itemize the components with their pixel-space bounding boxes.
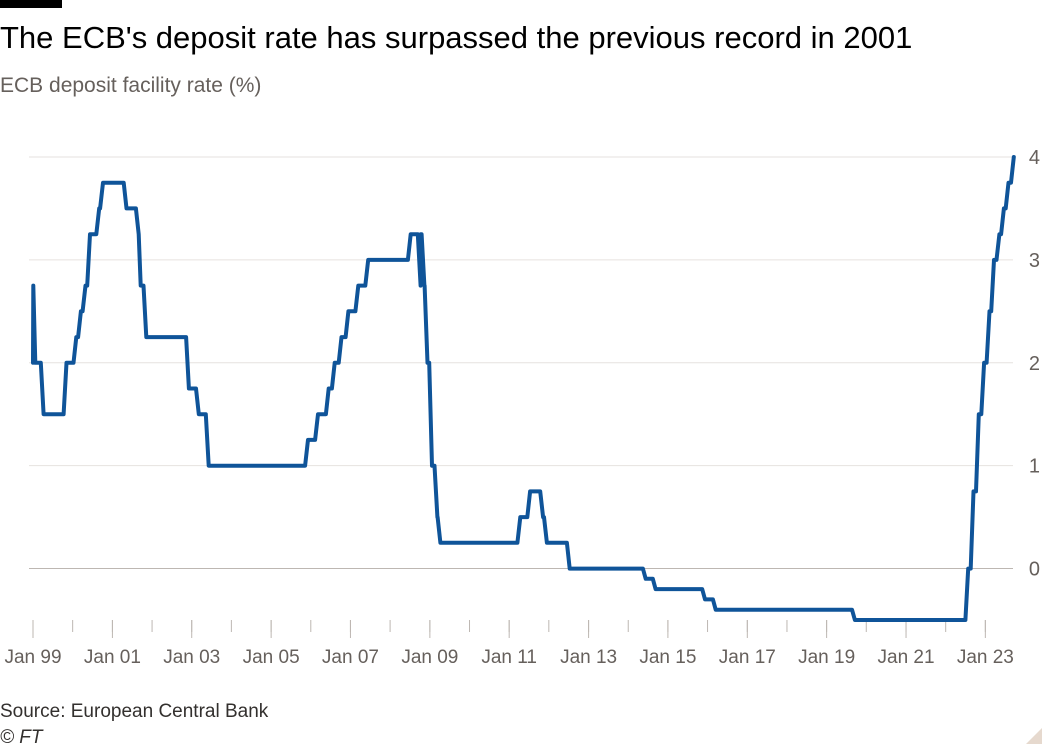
series-line [31,155,1016,622]
corner-mark [1026,728,1042,744]
x-tick-label: Jan 15 [639,647,696,668]
copyright-note: © FT [0,727,43,748]
x-tick-label: Jan 01 [84,647,141,668]
x-tick-label: Jan 99 [4,647,61,668]
y-tick-label: 2 [1029,353,1040,375]
chart-subtitle: ECB deposit facility rate (%) [0,74,262,97]
x-tick-label: Jan 11 [481,647,537,668]
x-tick-label: Jan 23 [957,647,1014,668]
x-tick-label: Jan 05 [243,647,300,668]
x-tick-label: Jan 13 [560,647,617,668]
series-layer [31,155,1016,622]
gridlines [29,156,1013,570]
y-axis: 0 1 2 3 4 [1029,147,1040,581]
y-tick-label: 0 [1029,559,1040,581]
brand-bar [0,0,62,8]
source-note: Source: European Central Bank [0,701,269,722]
y-tick-label: 1 [1029,456,1040,478]
x-tick-label: Jan 21 [878,647,935,668]
x-tick-label: Jan 19 [798,647,855,668]
x-tick-label: Jan 03 [163,647,220,668]
y-tick-label: 4 [1029,147,1040,169]
x-tick-label: Jan 07 [322,647,379,668]
x-tick-label: Jan 09 [401,647,458,668]
chart-title: The ECB's deposit rate has surpassed the… [0,20,913,55]
x-tick-label: Jan 17 [719,647,776,668]
y-tick-label: 3 [1029,250,1040,272]
x-axis: Jan 99 Jan 01 Jan 03 Jan 05 Jan 07 Jan 09 Jan … [4,620,1014,668]
